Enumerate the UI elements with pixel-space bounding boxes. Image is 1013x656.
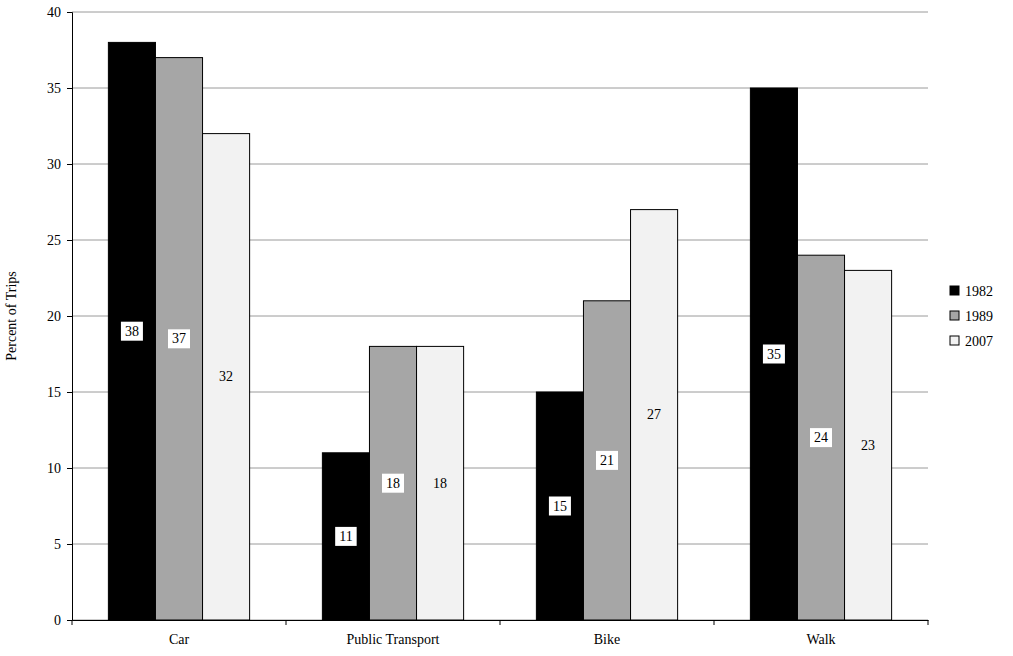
x-tick: Car: [169, 620, 190, 647]
y-tick-label: 0: [54, 613, 61, 628]
y-tick-label: 10: [47, 461, 61, 476]
data-label: 35: [767, 347, 781, 362]
category-separator: [72, 620, 73, 625]
data-label-box: [382, 474, 404, 493]
grid: [72, 12, 928, 620]
y-tick-label: 40: [47, 5, 61, 20]
data-label: 21: [600, 453, 614, 468]
y-axis-title: Percent of Trips: [4, 271, 19, 360]
bar: [631, 210, 678, 620]
x-axis: Car Public Transport Bike Walk: [73, 620, 929, 647]
y-tick: 35: [47, 81, 72, 96]
y-tick-label: 35: [47, 81, 61, 96]
y-axis: 0 5 10 15 20 25 30 35 40: [47, 5, 73, 628]
bar: [797, 255, 844, 620]
bar: [750, 88, 797, 620]
y-tick-label: 5: [54, 537, 61, 552]
y-tick-label: 15: [47, 385, 61, 400]
legend-label: 1982: [965, 284, 993, 299]
y-tick: 15: [47, 385, 72, 400]
data-label: 37: [172, 331, 186, 346]
data-label: 11: [339, 529, 352, 544]
x-tick: Walk: [806, 620, 835, 647]
legend-swatch: [950, 286, 959, 295]
data-label-box: [121, 322, 143, 341]
bar: [203, 134, 250, 620]
data-label: 18: [433, 476, 447, 491]
y-tick-mark: [67, 544, 72, 545]
data-labels: 38 11 15 35 37 18 21 24 32 18 27 23: [121, 322, 875, 546]
y-tick-label: 25: [47, 233, 61, 248]
category-separator: [714, 620, 715, 625]
bar: [322, 453, 369, 620]
data-label-box: [596, 451, 618, 470]
data-label-box: [810, 428, 832, 447]
grid-line: [72, 12, 928, 13]
y-tick-mark: [67, 88, 72, 89]
data-label-box: [763, 345, 785, 364]
x-tick: Bike: [594, 620, 620, 647]
data-label-box: [549, 497, 571, 516]
data-label-box: [168, 329, 190, 348]
data-label: 15: [553, 499, 567, 514]
legend-swatch: [950, 336, 959, 345]
y-tick: 20: [47, 309, 72, 324]
y-tick: 10: [47, 461, 72, 476]
legend-label: 2007: [965, 334, 993, 349]
y-tick-mark: [67, 392, 72, 393]
data-label: 38: [125, 324, 139, 339]
category-separator: [286, 620, 287, 625]
data-label: 27: [647, 407, 661, 422]
bar: [417, 346, 464, 620]
bar: [155, 58, 202, 620]
legend-label: 1989: [965, 309, 993, 324]
legend: 1982 1989 2007: [950, 284, 993, 349]
y-tick: 40: [47, 5, 72, 20]
data-label: 24: [814, 430, 828, 445]
x-tick: Public Transport: [347, 620, 440, 647]
y-axis-line: [67, 13, 73, 621]
data-label-box: [335, 527, 356, 546]
y-tick-mark: [67, 468, 72, 469]
legend-swatch: [950, 311, 959, 320]
y-tick-mark: [67, 240, 72, 241]
y-tick: 25: [47, 233, 72, 248]
data-label: 32: [219, 369, 233, 384]
category-separator: [500, 620, 501, 625]
x-tick-label: Public Transport: [347, 632, 440, 647]
y-tick: 0: [54, 613, 72, 628]
y-tick: 5: [54, 537, 72, 552]
bar: [369, 346, 416, 620]
x-tick-label: Car: [169, 632, 190, 647]
chart: 38 11 15 35 37 18 21 24 32 18 27 23 0 5 10 15 20 25 30 35 40…: [0, 0, 1013, 656]
bar: [108, 42, 155, 620]
y-tick-mark: [67, 316, 72, 317]
data-label: 18: [386, 476, 400, 491]
bar: [583, 301, 630, 620]
y-tick-mark: [67, 12, 72, 13]
data-label: 23: [861, 438, 875, 453]
y-tick-label: 30: [47, 157, 61, 172]
category-separator: [928, 620, 929, 625]
x-tick-label: Bike: [594, 632, 620, 647]
y-tick-mark: [67, 164, 72, 165]
y-tick: 30: [47, 157, 72, 172]
x-tick-label: Walk: [806, 632, 835, 647]
bars: [108, 42, 891, 620]
bar: [536, 392, 583, 620]
y-tick-label: 20: [47, 309, 61, 324]
y-tick-mark: [67, 620, 72, 621]
bar: [845, 270, 892, 620]
